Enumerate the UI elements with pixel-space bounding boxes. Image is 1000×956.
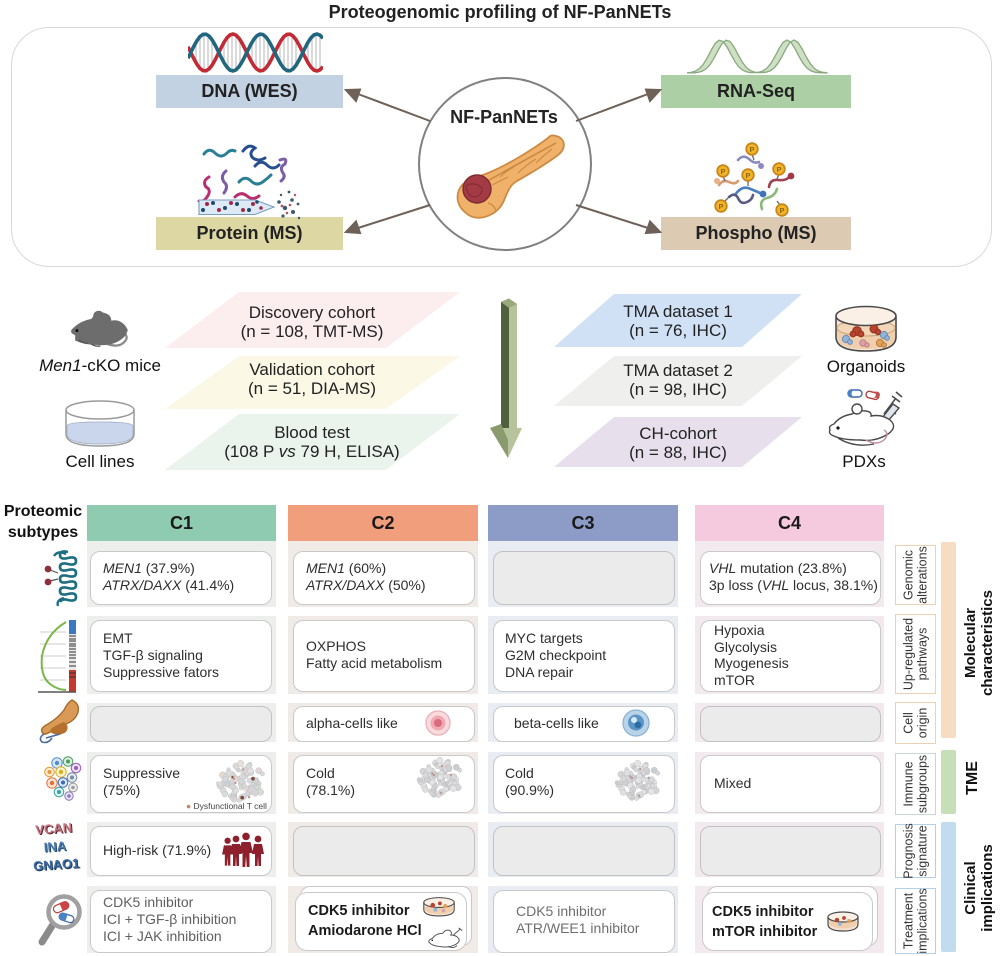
svg-text:P: P xyxy=(718,202,723,211)
svg-text:P: P xyxy=(745,171,750,180)
svg-text:P: P xyxy=(720,167,725,176)
svg-text:P: P xyxy=(749,145,754,154)
svg-text:P: P xyxy=(776,165,781,174)
svg-text:P: P xyxy=(779,206,784,215)
